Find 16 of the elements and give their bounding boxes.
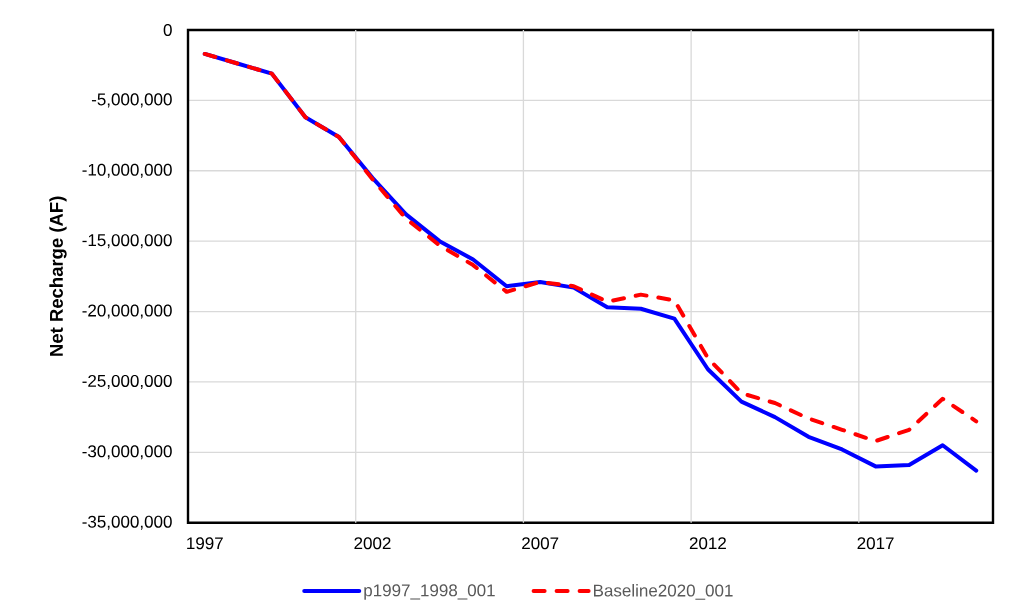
legend-label: Baseline2020_001 <box>594 584 733 600</box>
x-tick-label: 2007 <box>522 537 559 550</box>
y-tick-label: -10,000,000 <box>82 163 172 178</box>
legend-label: p1997_1998_001 <box>364 584 495 600</box>
y-tick-label: -20,000,000 <box>82 304 172 319</box>
y-tick-label: 0 <box>163 23 172 37</box>
x-tick-label: 2012 <box>689 537 726 550</box>
y-tick-label: -30,000,000 <box>82 445 172 460</box>
x-tick-label: 2002 <box>354 537 391 550</box>
y-tick-label: -15,000,000 <box>82 234 172 249</box>
x-tick-label: 2017 <box>857 537 894 550</box>
y-tick-label: -5,000,000 <box>91 93 172 108</box>
x-tick-label: 1997 <box>187 537 223 550</box>
y-tick-label: -35,000,000 <box>82 515 172 530</box>
y-axis-title: Net Recharge (AF) <box>49 196 67 356</box>
y-tick-label: -25,000,000 <box>82 374 172 389</box>
